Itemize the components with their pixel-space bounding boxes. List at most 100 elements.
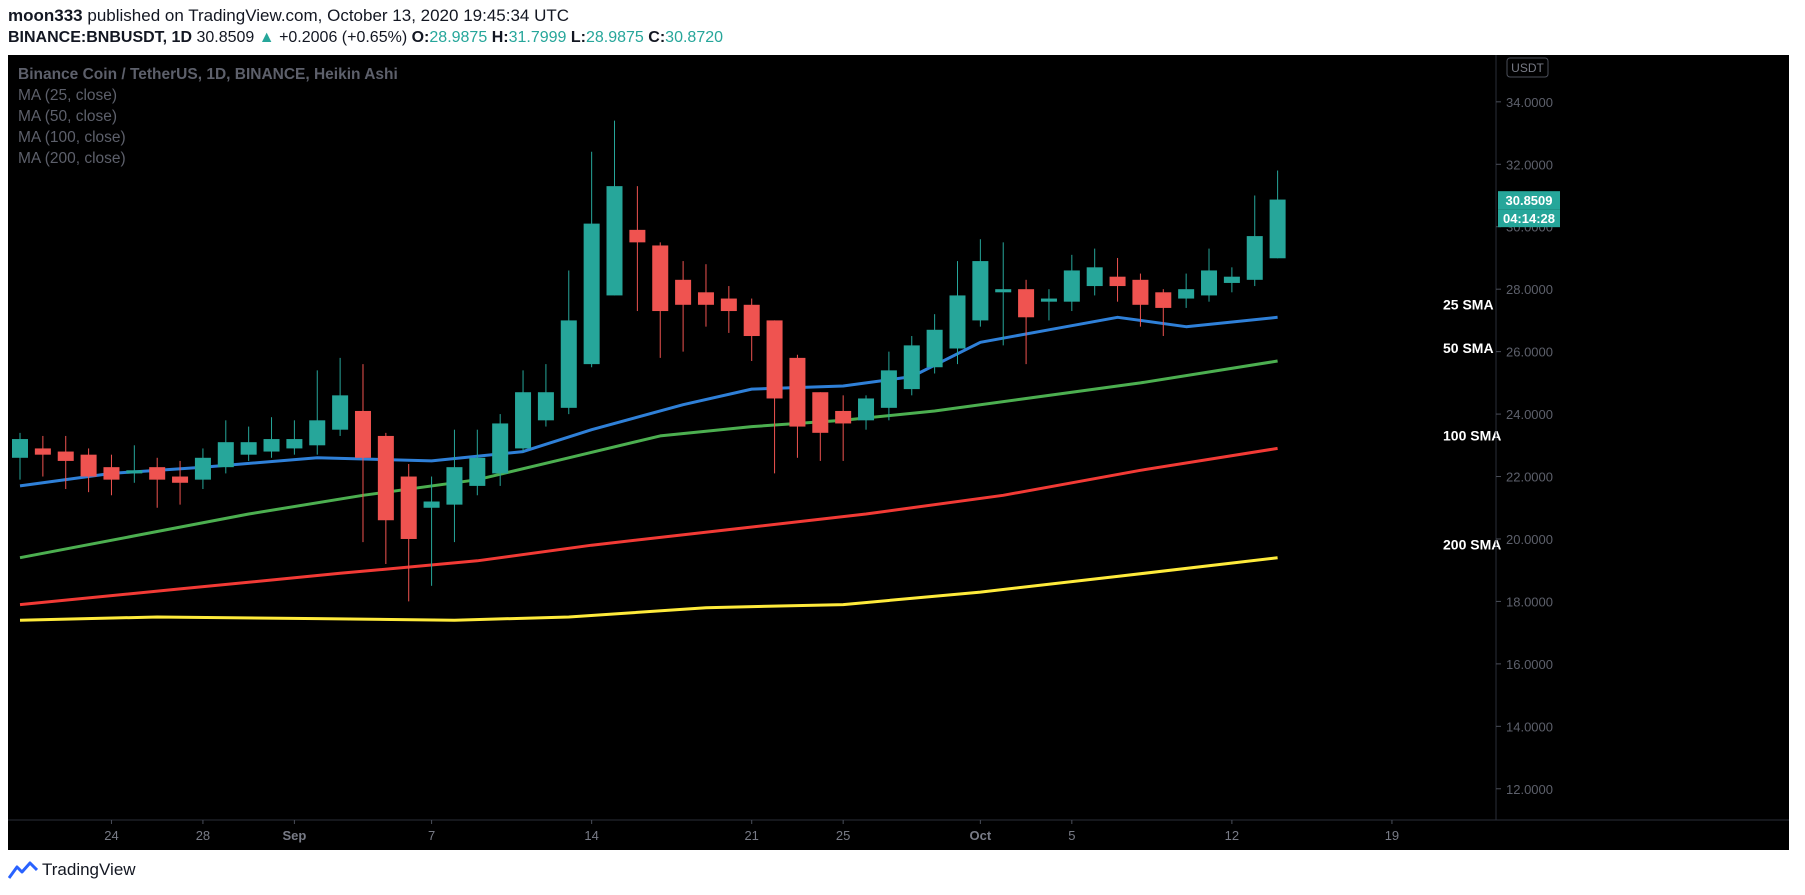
- sma-line-0: [19, 315, 1278, 488]
- close-label: C:: [648, 29, 666, 46]
- symbol-info-bar: BINANCE:BNBUSDT, 1D 30.8509 ▲ +0.2006 (+…: [8, 29, 723, 47]
- x-tick-label: 21: [744, 828, 758, 843]
- sma-label: 100 SMA: [1443, 427, 1501, 443]
- low-label: L:: [570, 29, 586, 46]
- candle-body[interactable]: [675, 279, 692, 305]
- y-tick-label: 20.0000: [1506, 532, 1553, 547]
- candle-body[interactable]: [926, 329, 943, 368]
- tradingview-logo-icon: [8, 861, 38, 879]
- candle-body[interactable]: [606, 186, 623, 296]
- footer-brand[interactable]: TradingView: [8, 860, 136, 880]
- candle-body[interactable]: [880, 370, 897, 408]
- candle-body[interactable]: [1132, 279, 1149, 305]
- chart-panel[interactable]: 25 SMA 50 SMA 100 SMA 200 SMA 12.0000 14.0000…: [8, 55, 1789, 850]
- y-tick-label: 12.0000: [1506, 782, 1553, 797]
- candle-body[interactable]: [172, 476, 189, 483]
- candle-body[interactable]: [835, 410, 852, 424]
- candle-body[interactable]: [1223, 276, 1240, 283]
- candle-body[interactable]: [652, 245, 669, 312]
- candle-body[interactable]: [126, 470, 143, 474]
- author-name[interactable]: moon333: [8, 6, 83, 25]
- currency-label: USDT: [1511, 61, 1544, 75]
- sma-line-1: [19, 359, 1278, 560]
- candle-body[interactable]: [423, 501, 440, 508]
- x-tick-label: 14: [584, 828, 598, 843]
- candle-body[interactable]: [903, 345, 920, 390]
- candle-body[interactable]: [377, 435, 394, 521]
- candle-body[interactable]: [766, 320, 783, 399]
- y-tick-label: 34.0000: [1506, 95, 1553, 110]
- footer-brand-label: TradingView: [42, 860, 136, 879]
- candle-body[interactable]: [286, 439, 303, 449]
- candle-body[interactable]: [1155, 292, 1172, 308]
- x-tick-label: Oct: [970, 828, 992, 843]
- candle-body[interactable]: [1246, 236, 1263, 280]
- candle-body[interactable]: [446, 467, 463, 505]
- candle-body[interactable]: [560, 320, 577, 408]
- candle-body[interactable]: [1063, 270, 1080, 302]
- open-label: O:: [411, 29, 430, 46]
- y-tick-label: 24.0000: [1506, 407, 1553, 422]
- x-tick-label: 12: [1225, 828, 1239, 843]
- candle-body[interactable]: [240, 442, 257, 455]
- candle-body[interactable]: [354, 410, 371, 458]
- candle-body[interactable]: [332, 395, 349, 430]
- legend-ma25[interactable]: MA (25, close): [18, 87, 118, 104]
- candle-body[interactable]: [492, 423, 509, 474]
- candle-body[interactable]: [995, 289, 1012, 293]
- legend-ma100[interactable]: MA (100, close): [18, 129, 126, 146]
- publish-text: published on TradingView.com, October 13…: [87, 6, 570, 25]
- candle-body[interactable]: [194, 457, 211, 480]
- price-chart[interactable]: 25 SMA 50 SMA 100 SMA 200 SMA 12.0000 14.0000…: [8, 55, 1789, 850]
- price-tag: [1498, 191, 1560, 210]
- last-price: 30.8509: [196, 29, 255, 46]
- candle-body[interactable]: [309, 420, 326, 446]
- candle-body[interactable]: [34, 448, 51, 455]
- candle-body[interactable]: [583, 223, 600, 365]
- candle-body[interactable]: [80, 454, 97, 477]
- candle-body[interactable]: [720, 298, 737, 312]
- countdown-label: 04:14:28: [1503, 211, 1555, 226]
- candle-body[interactable]: [789, 357, 806, 427]
- candle-body[interactable]: [1269, 199, 1286, 259]
- x-tick-label: 28: [196, 828, 210, 843]
- candle-body[interactable]: [1178, 289, 1195, 299]
- candle-body[interactable]: [103, 467, 120, 480]
- candle-body[interactable]: [263, 439, 280, 452]
- candle-body[interactable]: [57, 451, 74, 461]
- candle-body[interactable]: [400, 476, 417, 539]
- candle-body[interactable]: [972, 261, 989, 321]
- candle-body[interactable]: [1018, 289, 1035, 318]
- chart-title: Binance Coin / TetherUS, 1D, BINANCE, He…: [18, 66, 398, 83]
- legend-ma200[interactable]: MA (200, close): [18, 150, 126, 167]
- candle-body[interactable]: [1201, 270, 1218, 296]
- price-tag-label: 30.8509: [1506, 193, 1553, 208]
- candle-body[interactable]: [149, 467, 166, 480]
- sma-line-2: [19, 446, 1278, 607]
- currency-badge[interactable]: [1506, 57, 1549, 78]
- symbol-label: BINANCE:BNBUSDT, 1D: [8, 29, 193, 46]
- sma-label: 50 SMA: [1443, 340, 1494, 356]
- candle-body[interactable]: [11, 439, 29, 458]
- candle-body[interactable]: [1040, 298, 1057, 302]
- countdown-tag: [1498, 209, 1560, 228]
- candle-body[interactable]: [629, 229, 646, 243]
- candle-body[interactable]: [858, 398, 875, 421]
- candle-body[interactable]: [515, 392, 532, 449]
- x-tick-label: 7: [428, 828, 435, 843]
- candle-body[interactable]: [469, 457, 486, 486]
- candle-body[interactable]: [949, 295, 966, 349]
- x-tick-label: Sep: [282, 828, 306, 843]
- candle-body[interactable]: [1086, 267, 1103, 287]
- candle-body[interactable]: [537, 392, 554, 421]
- legend-ma50[interactable]: MA (50, close): [18, 108, 118, 125]
- low-value: 28.9875: [585, 29, 644, 46]
- candle-body[interactable]: [697, 292, 714, 305]
- candle-body[interactable]: [217, 442, 234, 468]
- y-tick-label: 32.0000: [1506, 157, 1553, 172]
- candle-body[interactable]: [812, 392, 829, 433]
- candle-body[interactable]: [743, 304, 760, 337]
- change-arrow-icon: ▲: [258, 29, 275, 46]
- candle-body[interactable]: [1109, 276, 1126, 287]
- price-change: +0.2006 (+0.65%): [279, 29, 408, 46]
